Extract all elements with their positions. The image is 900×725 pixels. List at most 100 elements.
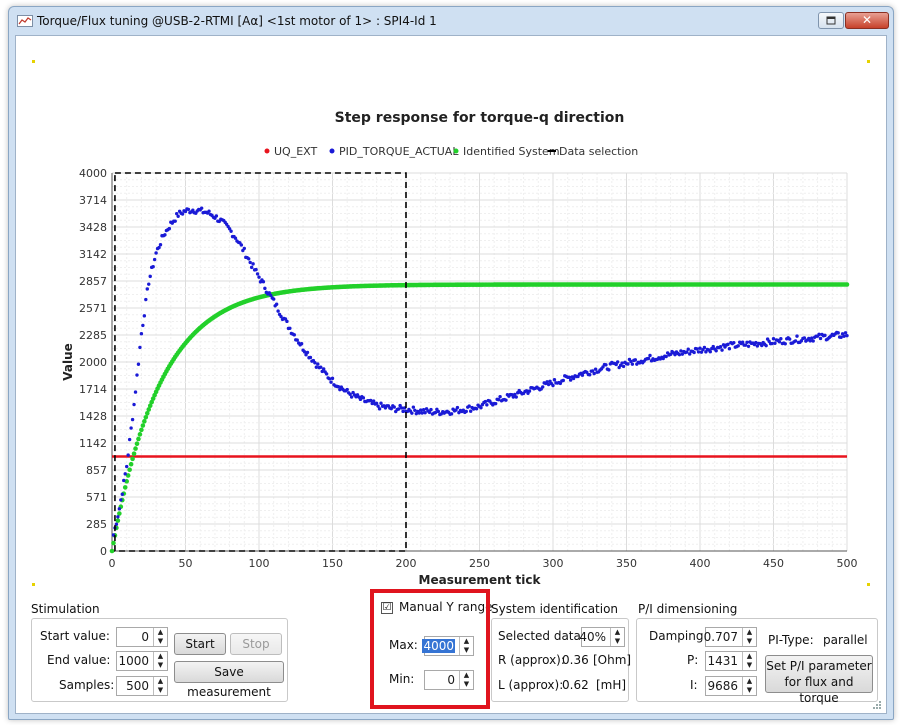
- step-response-chart[interactable]: Step response for torque-q direction UQ_E…: [32, 60, 870, 587]
- stop-button[interactable]: Stop: [230, 633, 282, 655]
- y-tick-label: 3428: [79, 221, 107, 234]
- min-spinbox[interactable]: 0 ▲ ▼: [424, 670, 474, 690]
- p-spinbox[interactable]: 1431 ▲ ▼: [705, 651, 757, 671]
- pid-torque-point: [288, 326, 292, 331]
- end-value-spinbox[interactable]: 1000 ▲ ▼: [116, 651, 168, 671]
- pid-torque-point: [754, 340, 758, 345]
- identified-system-point: [117, 511, 122, 516]
- spin-down-icon[interactable]: ▼: [463, 680, 470, 688]
- spin-arrows[interactable]: ▲ ▼: [459, 671, 473, 689]
- pid-torque-point: [479, 406, 483, 410]
- spin-arrows[interactable]: ▲ ▼: [742, 677, 756, 695]
- pid-torque-point: [633, 358, 638, 362]
- pid-torque-point: [148, 274, 152, 279]
- spin-arrows[interactable]: ▲ ▼: [742, 628, 756, 646]
- identified-system-point: [134, 441, 140, 447]
- pid-torque-point: [449, 412, 454, 416]
- l-approx-value: 0.62: [562, 678, 589, 692]
- spin-down-icon[interactable]: ▼: [157, 661, 164, 669]
- resize-grip-icon[interactable]: [872, 700, 882, 710]
- spin-arrows[interactable]: ▲ ▼: [153, 677, 167, 695]
- pid-torque-point: [764, 343, 768, 348]
- manual-range-checkbox[interactable]: ☑: [381, 602, 393, 614]
- pid-torque-point: [498, 395, 502, 399]
- max-spinbox[interactable]: 4000 ▲ ▼: [422, 636, 474, 656]
- pid-torque-point: [664, 354, 668, 359]
- start-button[interactable]: Start: [174, 633, 226, 655]
- pid-torque-point: [511, 395, 516, 399]
- manual-range-label[interactable]: Manual Y range: [399, 600, 493, 614]
- pid-torque-point: [773, 341, 777, 345]
- title-bar[interactable]: Torque/Flux tuning @USB-2-RTMI [Aα] <1st…: [9, 7, 893, 35]
- spin-up-icon[interactable]: ▲: [157, 677, 164, 685]
- spin-down-icon[interactable]: ▼: [614, 637, 621, 645]
- restore-button[interactable]: [818, 12, 844, 29]
- pid-torque-point: [493, 401, 498, 406]
- start-value-spinbox[interactable]: 0 ▲ ▼: [116, 627, 168, 647]
- pid-torque-point: [787, 337, 792, 341]
- pid-torque-point: [125, 464, 129, 469]
- pid-torque-point: [504, 398, 508, 402]
- pid-torque-point: [186, 207, 191, 212]
- corner-marker: [32, 60, 35, 63]
- spin-down-icon[interactable]: ▼: [157, 637, 164, 645]
- identified-system-point: [140, 423, 146, 428]
- spin-down-icon[interactable]: ▼: [746, 686, 753, 694]
- spin-up-icon[interactable]: ▲: [157, 652, 164, 660]
- pid-torque-point: [420, 411, 424, 415]
- spin-down-icon[interactable]: ▼: [746, 637, 753, 645]
- spin-arrows[interactable]: ▲ ▼: [742, 652, 756, 670]
- pid-torque-point: [295, 338, 299, 342]
- pid-torque-point: [338, 387, 342, 392]
- pid-torque-point: [119, 498, 123, 502]
- spin-down-icon[interactable]: ▼: [463, 646, 470, 654]
- pid-torque-point: [607, 368, 611, 372]
- pid-torque-point: [695, 347, 699, 351]
- spin-up-icon[interactable]: ▲: [463, 637, 470, 645]
- close-button[interactable]: ✕: [845, 12, 889, 29]
- min-value-text: 0: [447, 673, 455, 687]
- samples-spinbox[interactable]: 500 ▲ ▼: [116, 676, 168, 696]
- spin-down-icon[interactable]: ▼: [746, 661, 753, 669]
- pid-torque-point: [467, 404, 471, 408]
- spin-up-icon[interactable]: ▲: [746, 677, 753, 685]
- x-tick-label: 100: [249, 557, 270, 570]
- y-tick-label: 2571: [79, 302, 107, 315]
- identified-system-point: [139, 427, 144, 433]
- pi-title: P/I dimensioning: [638, 602, 738, 616]
- pid-torque-point: [755, 344, 760, 348]
- pid-torque-point: [588, 373, 592, 377]
- legend-item: PID_TORQUE_ACTUAL: [329, 145, 459, 158]
- spin-arrows[interactable]: ▲ ▼: [610, 628, 624, 646]
- pid-torque-point: [176, 214, 180, 219]
- pid-torque-point: [183, 209, 188, 214]
- spin-arrows[interactable]: ▲ ▼: [459, 637, 473, 655]
- spin-up-icon[interactable]: ▲: [746, 628, 753, 636]
- i-spinbox[interactable]: 9686 ▲ ▼: [705, 676, 757, 696]
- spin-arrows[interactable]: ▲ ▼: [153, 628, 167, 646]
- legend-label: Identified System: [463, 145, 560, 158]
- identified-system-point: [122, 485, 128, 490]
- legend-marker: [329, 148, 335, 154]
- r-approx-label: R (approx):: [498, 653, 565, 667]
- spin-up-icon[interactable]: ▲: [614, 628, 621, 636]
- pid-torque-point: [836, 331, 840, 335]
- pid-torque-point: [614, 362, 618, 367]
- spin-arrows[interactable]: ▲ ▼: [153, 652, 167, 670]
- spin-down-icon[interactable]: ▼: [157, 686, 164, 694]
- set-pi-parameter-button[interactable]: Set P/I parameter for flux and torque: [765, 655, 873, 705]
- save-measurement-button[interactable]: Save measurement: [174, 661, 284, 699]
- identified-system-point: [131, 451, 137, 456]
- spin-up-icon[interactable]: ▲: [463, 671, 470, 679]
- damping-spinbox[interactable]: 0.707 ▲ ▼: [704, 627, 757, 647]
- identified-system-point: [137, 432, 143, 437]
- pid-torque-point: [174, 211, 179, 216]
- pid-torque-point: [163, 233, 167, 237]
- x-tick-label: 50: [179, 557, 193, 570]
- pid-torque-point: [718, 345, 723, 349]
- pid-torque-point: [527, 389, 532, 393]
- selected-data-spinbox[interactable]: 40% ▲ ▼: [579, 627, 625, 647]
- spin-up-icon[interactable]: ▲: [746, 652, 753, 660]
- spin-up-icon[interactable]: ▲: [157, 628, 164, 636]
- pid-torque-point: [810, 336, 814, 340]
